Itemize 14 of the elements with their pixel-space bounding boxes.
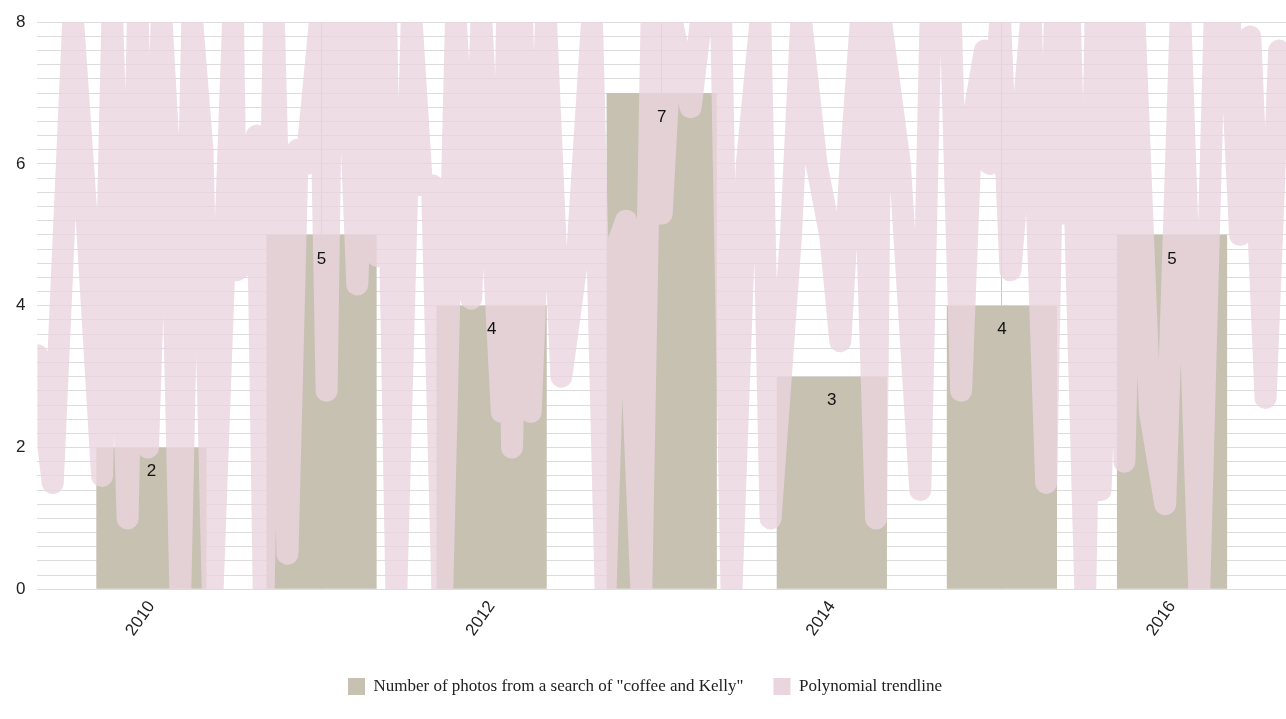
data-label: 5 [316,248,327,268]
data-label: 3 [827,390,837,410]
y-tick-label: 0 [15,579,26,599]
y-tick-label: 4 [15,295,26,315]
data-label: 4 [486,319,497,339]
y-tick-label: 8 [15,11,26,31]
legend-label: Polynomial trendline [798,675,943,695]
y-tick-label: 6 [15,153,26,173]
data-label: 2 [146,461,157,481]
y-tick-label: 2 [15,437,26,457]
data-label: 7 [656,106,667,126]
legend-label: Number of photos from a search of "coffee and Kelly" [373,675,744,695]
data-label: 4 [997,319,1007,339]
data-label: 5 [1167,248,1177,268]
